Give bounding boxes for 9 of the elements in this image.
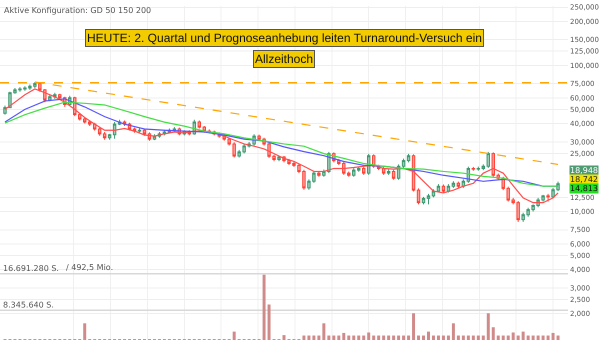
- annotation: 14,813: [570, 184, 598, 193]
- annotation: 18,948: [570, 166, 598, 175]
- annotation: / 492,5 Mio.: [66, 263, 114, 272]
- y2-tick-label: 8.345.640 S.: [3, 300, 54, 310]
- text: HEUTE: 2. Quartal und Prognoseanhebung leiten Turnaround-Versuch ein: [87, 31, 482, 45]
- ref-line-label: Allzeithoch: [255, 52, 314, 66]
- annotation: Aktive Konfiguration: GD 50 150 200: [4, 6, 152, 15]
- text: 18,742: [570, 175, 598, 184]
- y2-tick-label: 16.691.280 S.: [3, 264, 59, 274]
